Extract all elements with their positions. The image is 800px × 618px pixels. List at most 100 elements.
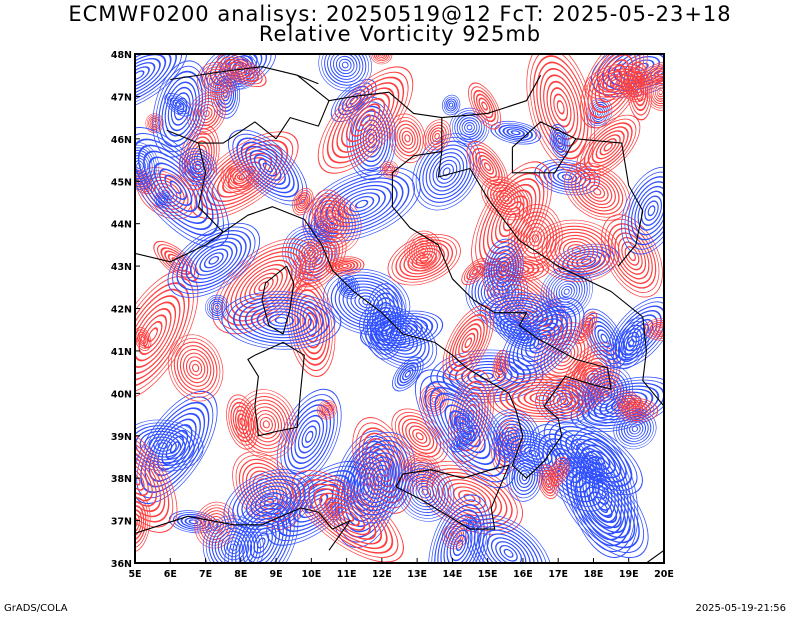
coastline-segment [135,231,224,263]
positive-vorticity-contours [387,234,461,286]
coastline-segment [247,341,305,437]
negative-vorticity-contours [549,124,570,159]
negative-vorticity-contours [202,515,264,563]
lat-tick-label: 42N [111,305,132,316]
negative-vorticity-contours [613,408,657,450]
negative-vorticity-contours [221,291,342,350]
positive-vorticity-contours [292,187,314,216]
coastline-segment [261,265,295,335]
lon-tick-label: 13E [407,569,427,580]
lat-tick-label: 48N [111,50,132,61]
lon-tick-label: 10E [301,569,321,580]
positive-vorticity-contours [145,113,164,134]
lon-tick-label: 14E [443,569,463,580]
coastline-segment [395,464,510,530]
positive-vorticity-contours [526,54,595,172]
grads-credit: GrADS/COLA [4,603,68,614]
map-subtitle: Relative Vorticity 925mb [258,22,542,46]
negative-vorticity-contours [441,94,461,116]
lon-tick-label: 16E [513,569,533,580]
positive-vorticity-contours [135,327,152,351]
positive-vorticity-contours [135,425,178,533]
coastline-segment [135,507,302,534]
negative-vorticity-contours [224,493,299,563]
lon-tick-label: 19E [619,569,639,580]
positive-vorticity-contours [220,160,259,195]
positive-vorticity-contours [197,61,237,101]
positive-vorticity-contours [533,219,620,282]
negative-vorticity-contours [450,408,475,434]
lat-tick-label: 36N [111,559,132,570]
lat-tick-label: 43N [111,262,132,273]
negative-vorticity-contours [364,283,407,360]
negative-vorticity-contours [483,238,524,298]
positive-vorticity-contours [415,461,524,535]
lat-tick-label: 40N [111,389,132,400]
positive-vorticity-contours [576,114,641,179]
lon-tick-label: 18E [584,569,604,580]
lon-tick-label: 6E [164,569,177,580]
longitude-axis: 5E 6E 7E 8E 9E 10E 11E 12E 13E 14E 15E 16E 17E 18E 19E… [128,558,674,580]
positive-vorticity-contours [317,66,414,174]
lon-tick-label: 5E [128,569,141,580]
coastline-segment [441,74,542,119]
negative-vorticity-contours [621,166,664,255]
negative-vorticity-contours [487,409,540,463]
positive-vorticity-contours [423,119,452,154]
lat-tick-label: 44N [111,220,132,231]
latitude-axis: 36N 37N 38N 39N 40N 41N 42N 43N 44N 45N 46N 47N 48N [111,50,140,570]
map-title: ECMWF0200 analisys: 20250519@12 FcT: 202… [68,2,732,26]
positive-vorticity-contours [481,176,531,221]
lat-tick-label: 47N [111,92,132,103]
lat-tick-label: 45N [111,177,132,188]
vorticity-contours [135,54,664,563]
negative-vorticity-contours [302,166,421,242]
lat-tick-label: 39N [111,432,132,443]
negative-vorticity-contours [465,514,552,563]
positive-vorticity-contours [391,408,448,465]
positive-vorticity-contours [380,160,399,179]
lon-tick-label: 20E [654,569,674,580]
negative-vorticity-contours [412,133,481,211]
negative-vorticity-contours [323,268,411,335]
coastline-segment [296,74,330,102]
coastline-segment [222,151,612,479]
coastline-segment [300,507,351,551]
lon-tick-label: 15E [478,569,498,580]
negative-vorticity-contours [164,93,193,117]
negative-vorticity-contours [500,297,585,384]
negative-vorticity-contours [154,191,172,209]
coastline-segment [198,91,443,152]
negative-vorticity-contours [392,356,424,392]
positive-vorticity-contours [317,400,337,420]
lat-tick-label: 38N [111,474,132,485]
lon-tick-label: 8E [234,569,247,580]
negative-vorticity-contours [578,448,608,488]
coastline-segment [437,151,664,407]
lon-tick-label: 11E [337,569,357,580]
positive-vorticity-contours [135,269,199,400]
coastlines [135,66,664,563]
negative-vorticity-contours [414,369,516,489]
coastline-segment [512,121,644,267]
coastline-segment [170,66,319,85]
lon-tick-label: 12E [372,569,392,580]
lat-tick-label: 46N [111,135,132,146]
negative-vorticity-contours [135,54,188,113]
positive-vorticity-contours [167,334,224,402]
positive-vorticity-contours [616,65,649,103]
lon-tick-label: 7E [199,569,212,580]
lat-tick-label: 37N [111,517,132,528]
lon-tick-label: 9E [270,569,283,580]
coastline-segment [646,549,664,563]
lat-tick-label: 41N [111,347,132,358]
positive-vorticity-contours [312,189,349,240]
lon-tick-label: 17E [548,569,568,580]
coastline-segment [511,138,577,174]
positive-vorticity-contours [548,456,570,487]
coastline-segment [166,129,224,233]
negative-vorticity-contours [450,424,481,453]
negative-vorticity-contours [428,494,491,563]
negative-vorticity-contours [205,294,230,320]
